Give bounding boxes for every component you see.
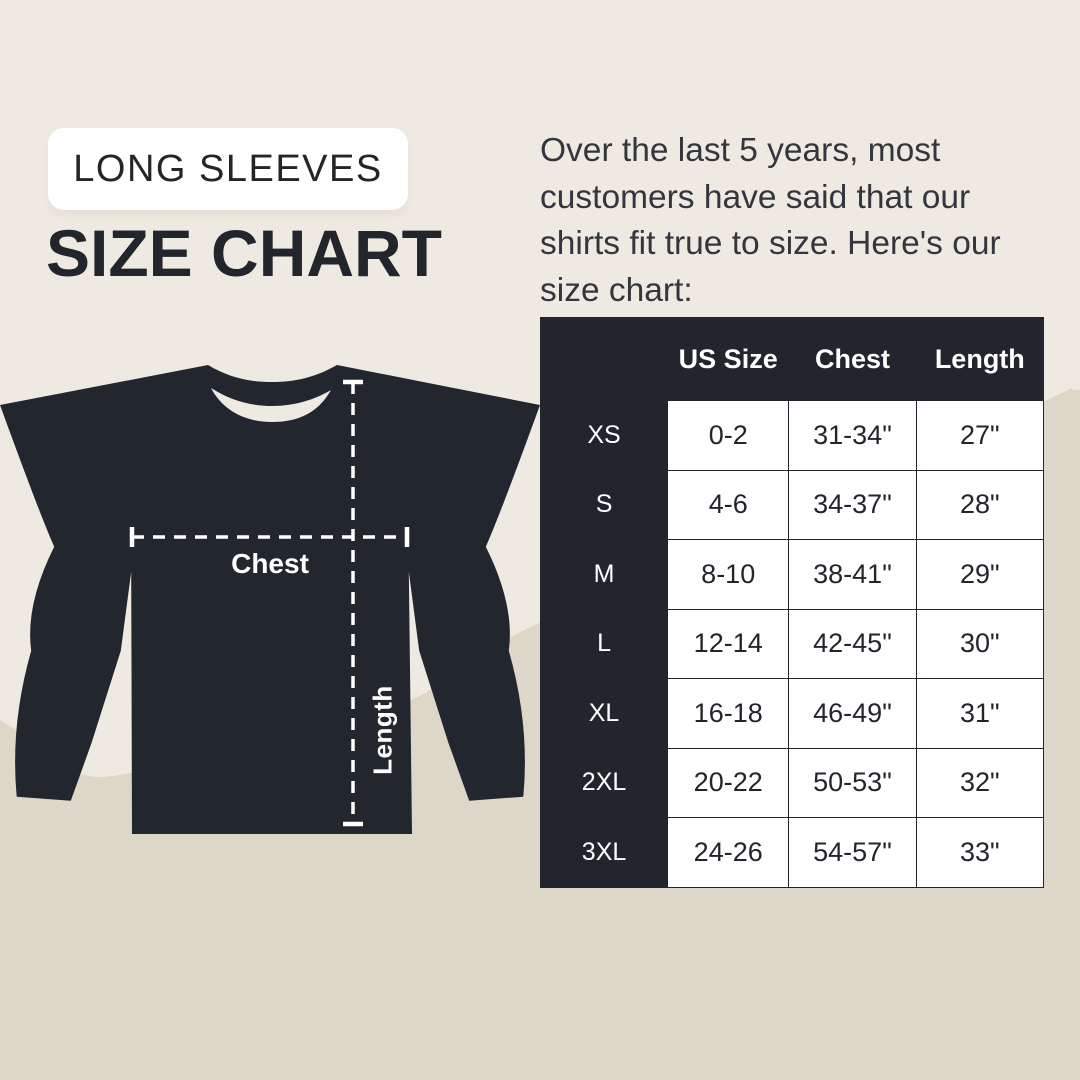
svg-text:Chest: Chest <box>231 548 309 579</box>
